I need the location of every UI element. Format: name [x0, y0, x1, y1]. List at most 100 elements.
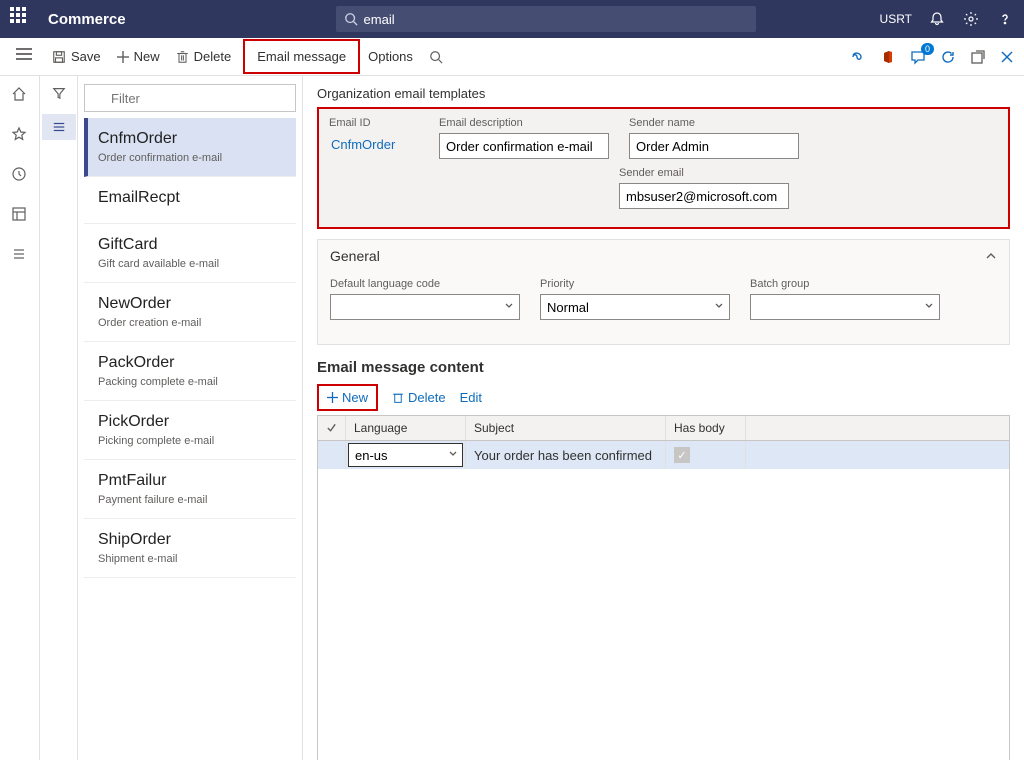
action-bar: Save New Delete Email message Options 0 — [0, 38, 1024, 76]
save-icon — [52, 50, 66, 64]
template-item[interactable]: PmtFailurPayment failure e-mail — [84, 460, 296, 519]
filter-input[interactable] — [84, 84, 296, 112]
delete-label: Delete — [194, 49, 232, 64]
grid-header: Language Subject Has body — [318, 416, 1009, 441]
chevron-up-icon — [985, 250, 997, 262]
sender-email-label: Sender email — [619, 167, 789, 179]
content-edit-button[interactable]: Edit — [460, 390, 482, 405]
user-label[interactable]: USRT — [880, 12, 912, 26]
options-button[interactable]: Options — [368, 49, 413, 64]
template-item[interactable]: EmailRecpt — [84, 177, 296, 224]
action-bar-right: 0 — [850, 49, 1014, 65]
search-input[interactable] — [364, 12, 748, 27]
sender-name-field: Sender name — [629, 117, 799, 159]
content-grid: Language Subject Has body Your order has… — [317, 415, 1010, 760]
app-title: Commerce — [48, 11, 126, 28]
template-title: CnfmOrder — [98, 130, 282, 148]
plus-icon — [327, 392, 338, 403]
recent-icon[interactable] — [11, 166, 29, 184]
template-desc: Packing complete e-mail — [98, 376, 282, 388]
select-all-checkbox[interactable] — [318, 416, 346, 440]
template-title: PackOrder — [98, 354, 282, 372]
col-language[interactable]: Language — [346, 416, 466, 440]
app-header: Commerce USRT — [0, 0, 1024, 38]
nav-toggle-icon[interactable] — [16, 48, 32, 60]
template-title: ShipOrder — [98, 531, 282, 549]
filter-icon[interactable] — [52, 86, 66, 100]
lang-code-label: Default language code — [330, 278, 520, 290]
modules-icon[interactable] — [11, 246, 29, 264]
content-delete-label: Delete — [408, 390, 446, 405]
email-desc-field: Email description — [439, 117, 609, 159]
attach-icon[interactable] — [850, 49, 866, 65]
popout-icon[interactable] — [970, 49, 986, 65]
delete-button[interactable]: Delete — [176, 49, 232, 64]
priority-input[interactable] — [540, 294, 730, 320]
plus-icon — [117, 51, 129, 63]
workspaces-icon[interactable] — [11, 206, 29, 224]
batch-input[interactable] — [750, 294, 940, 320]
row-language[interactable] — [346, 441, 466, 469]
template-title: PickOrder — [98, 413, 282, 431]
template-desc: Picking complete e-mail — [98, 435, 282, 447]
office-icon[interactable] — [880, 49, 896, 65]
global-search[interactable] — [336, 6, 756, 32]
notifications-icon[interactable] — [928, 10, 946, 28]
grid-row[interactable]: Your order has been confirmed✓ — [318, 441, 1009, 469]
lang-code-input[interactable] — [330, 294, 520, 320]
sender-name-label: Sender name — [629, 117, 799, 129]
general-header[interactable]: General — [318, 240, 1009, 272]
template-desc: Payment failure e-mail — [98, 494, 282, 506]
email-message-label: Email message — [257, 49, 346, 64]
email-desc-label: Email description — [439, 117, 609, 129]
lang-code-field: Default language code — [330, 278, 520, 320]
messages-icon[interactable]: 0 — [910, 49, 926, 65]
template-desc: Shipment e-mail — [98, 553, 282, 565]
row-has-body[interactable]: ✓ — [666, 441, 746, 469]
content-commands: New Delete Edit — [317, 384, 1010, 411]
new-button[interactable]: New — [117, 49, 160, 64]
col-has-body[interactable]: Has body — [666, 416, 746, 440]
col-subject[interactable]: Subject — [466, 416, 666, 440]
favorites-icon[interactable] — [11, 126, 29, 144]
template-item[interactable]: CnfmOrder Order confirmation e-mail — [84, 118, 296, 177]
language-input[interactable] — [348, 443, 463, 467]
close-icon[interactable] — [1000, 50, 1014, 64]
template-item[interactable]: PickOrder Picking complete e-mail — [84, 401, 296, 460]
list-view-icon[interactable] — [42, 114, 76, 140]
priority-label: Priority — [540, 278, 730, 290]
app-launcher-icon[interactable] — [10, 7, 34, 31]
content-delete-button[interactable]: Delete — [392, 390, 446, 405]
trash-icon — [392, 391, 404, 404]
priority-field: Priority — [540, 278, 730, 320]
new-label: New — [134, 49, 160, 64]
row-checkbox[interactable] — [318, 441, 346, 469]
content-new-button[interactable]: New — [317, 384, 378, 411]
email-message-button[interactable]: Email message — [243, 39, 360, 74]
email-desc-input[interactable] — [439, 133, 609, 159]
template-title: NewOrder — [98, 295, 282, 313]
row-subject[interactable]: Your order has been confirmed — [466, 441, 666, 469]
template-desc: Order confirmation e-mail — [98, 152, 282, 164]
email-id-value[interactable]: CnfmOrder — [329, 133, 419, 156]
template-title: EmailRecpt — [98, 189, 282, 207]
template-item[interactable]: PackOrder Packing complete e-mail — [84, 342, 296, 401]
template-item[interactable]: GiftCardGift card available e-mail — [84, 224, 296, 283]
main-pane: Organization email templates Email ID Cn… — [303, 76, 1024, 760]
general-body: Default language code Priority Batch gro… — [318, 272, 1009, 344]
template-item[interactable]: NewOrderOrder creation e-mail — [84, 283, 296, 342]
home-icon[interactable] — [11, 86, 29, 104]
template-item[interactable]: ShipOrder Shipment e-mail — [84, 519, 296, 578]
sender-name-input[interactable] — [629, 133, 799, 159]
content-title: Email message content — [317, 359, 1010, 376]
refresh-icon[interactable] — [940, 49, 956, 65]
template-title: GiftCard — [98, 236, 282, 254]
chevron-down-icon — [448, 449, 458, 459]
help-icon[interactable] — [996, 10, 1014, 28]
messages-count: 0 — [921, 43, 934, 55]
settings-icon[interactable] — [962, 10, 980, 28]
find-button[interactable] — [429, 50, 443, 64]
save-button[interactable]: Save — [52, 49, 101, 64]
header-right: USRT — [880, 10, 1014, 28]
sender-email-input[interactable] — [619, 183, 789, 209]
